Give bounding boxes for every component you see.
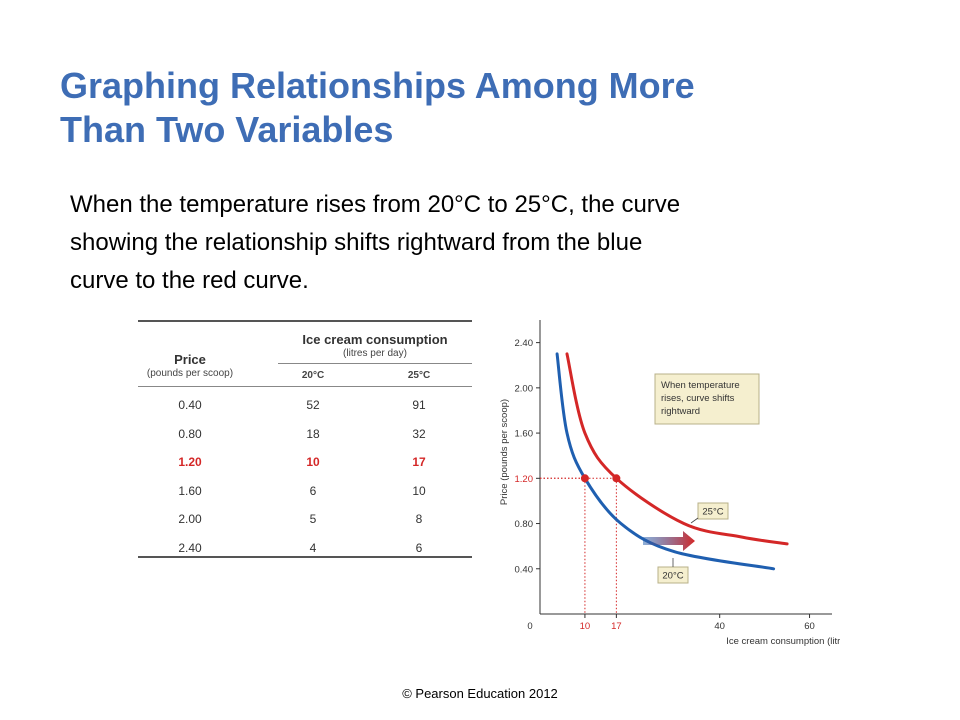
curve-20c: [555, 352, 776, 571]
group-header: Ice cream consumption: [302, 332, 448, 347]
slide-title: Graphing Relationships Among More Than T…: [60, 64, 920, 152]
table-cell-20c: 4: [309, 540, 317, 555]
body-line-1: When the temperature rises from 20°C to …: [70, 191, 681, 218]
series-label-20c: 20°C: [662, 571, 683, 582]
x-tick-label: 10: [580, 621, 591, 632]
price-sub-header: (pounds per scoop): [146, 368, 234, 379]
y-tick-label: 1.60: [515, 429, 534, 440]
slide-body-text: When the temperature rises from 20°C to …: [70, 186, 900, 300]
curve-25c: [565, 352, 789, 546]
table-cell-20c: 6: [309, 483, 317, 498]
table-cell-25c: 8: [415, 512, 423, 526]
table-bottom-rule: [138, 556, 472, 558]
group-sub-header: (litres per day): [343, 348, 407, 359]
title-line-1: Graphing Relationships Among More: [60, 65, 695, 106]
col-25-header: 25°C: [407, 370, 431, 381]
group-rule: [278, 363, 472, 364]
x-tick-label: 40: [714, 621, 725, 632]
y-tick-label: 0.40: [515, 564, 534, 575]
label-box-25c: [697, 502, 729, 520]
table-cell-price: 0.40: [178, 398, 202, 412]
body-line-2: showing the relationship shifts rightwar…: [70, 229, 643, 256]
table-cell-price: 1.20: [178, 455, 202, 469]
series-label-25c: 25°C: [702, 507, 723, 518]
table-cell-price: 0.80: [178, 426, 202, 441]
annotation-text: When temperature: [661, 380, 740, 391]
table-cell-25c: 32: [412, 426, 426, 441]
table-cell-25c: 17: [412, 455, 426, 469]
table-cell-20c: 52: [306, 398, 320, 412]
x-tick-label: 0: [527, 621, 532, 632]
annotation-box: [654, 373, 760, 425]
highlight-point: [612, 474, 621, 483]
table-cell-price: 1.60: [178, 483, 202, 498]
y-tick-label: 2.40: [515, 338, 534, 349]
header-rule: [138, 386, 472, 387]
col-20-header: 20°C: [301, 370, 325, 381]
body-line-3: curve to the red curve.: [70, 267, 309, 294]
shift-arrow-icon: [643, 531, 695, 551]
annotation-text: rightward: [661, 406, 700, 417]
y-tick-label: 1.20: [515, 474, 534, 485]
table-cell-25c: 10: [412, 483, 426, 498]
annotation-text: rises, curve shifts: [661, 393, 735, 404]
x-tick-label: 17: [611, 621, 622, 632]
y-tick-label: 0.80: [515, 519, 534, 530]
table-cell-price: 2.00: [178, 512, 202, 526]
y-tick-label: 2.00: [515, 383, 534, 394]
title-line-2: Than Two Variables: [60, 109, 394, 150]
price-header: Price: [174, 352, 206, 367]
y-axis-label: Price (pounds per scoop): [499, 399, 510, 505]
copyright-text: © Pearson Education 2012: [402, 686, 558, 701]
table-cell-price: 2.40: [178, 540, 202, 555]
table-cell-20c: 18: [306, 426, 320, 441]
price-consumption-chart: 0.40 0.80 1.20 1.60 2.00 2.40 0 40 60 10 17 Ice cre…: [499, 320, 840, 647]
highlight-point: [580, 474, 589, 483]
data-table: Ice cream consumption (litres per day) P…: [138, 320, 472, 558]
table-cell-25c: 91: [412, 398, 426, 412]
x-axis-label: Ice cream consumption (litres per day): [726, 636, 840, 647]
table-cell-25c: 6: [415, 540, 423, 555]
table-cell-20c: 5: [309, 512, 317, 526]
label-leader-25c: [690, 517, 699, 524]
table-top-rule: [138, 320, 472, 322]
table-cell-20c: 10: [306, 455, 320, 469]
x-tick-label: 60: [804, 621, 815, 632]
